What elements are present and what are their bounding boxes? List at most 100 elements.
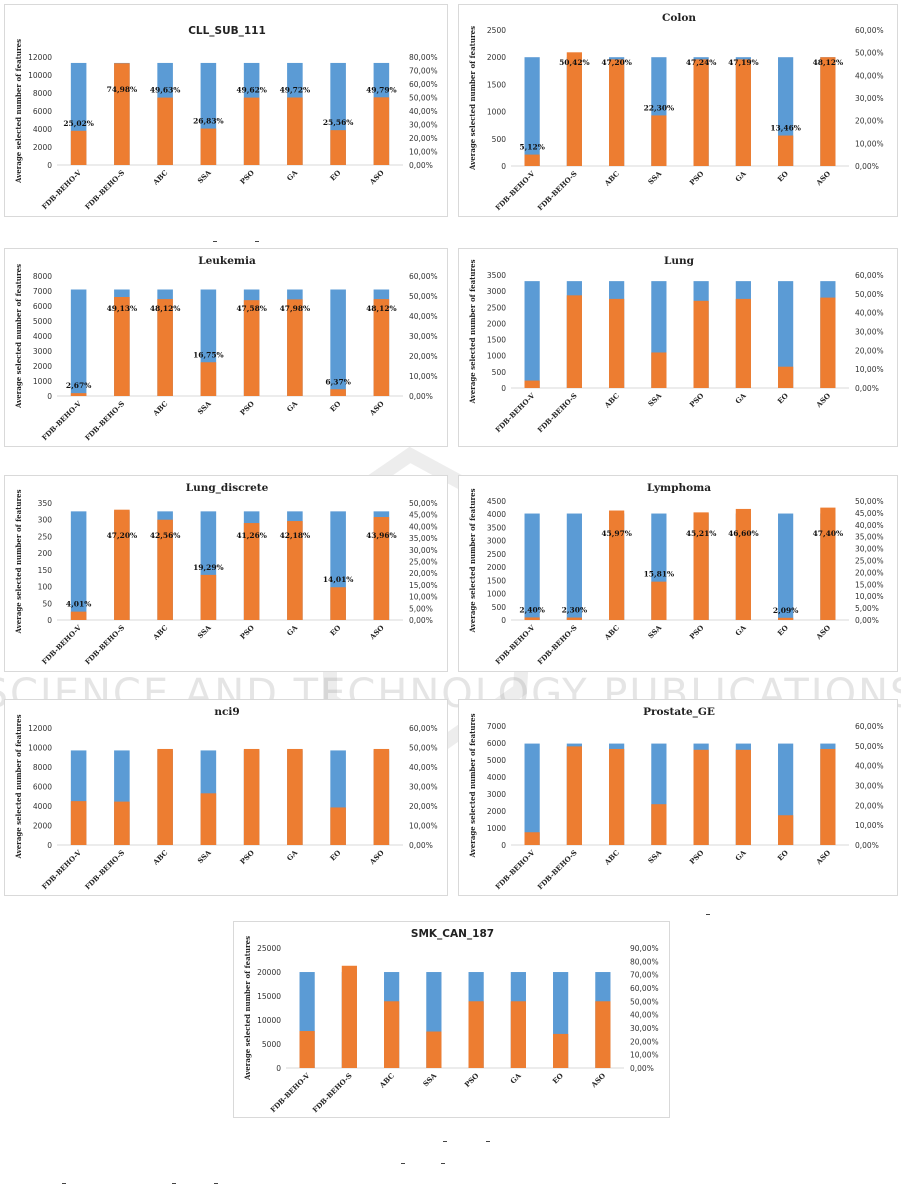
x-category-label: PSO: [463, 1071, 481, 1089]
y-tick-label: 20000: [257, 968, 281, 977]
y-tick-label: 0: [501, 384, 506, 393]
x-category-label: ASO: [813, 169, 832, 188]
y-tick-label: 12000: [28, 724, 52, 733]
data-label: 45,21%: [686, 529, 717, 538]
y2-tick-label: 0,00%: [409, 841, 433, 850]
bar-selected: [735, 508, 751, 620]
bar-selected: [330, 130, 346, 165]
x-category-label: ABC: [150, 848, 169, 867]
bar-selected: [651, 804, 667, 845]
y2-tick-label: 40,00%: [409, 763, 438, 772]
y2-tick-label: 0,00%: [855, 616, 879, 625]
y-tick-label: 3000: [487, 537, 506, 546]
x-category-label: ASO: [813, 391, 832, 410]
x-category-label: EO: [776, 391, 790, 405]
y-tick-label: 4500: [487, 497, 506, 506]
data-label: 47,20%: [107, 531, 138, 540]
x-category-label: GA: [733, 391, 748, 406]
x-category-label: ABC: [602, 623, 621, 642]
y2-tick-label: 60,00%: [409, 724, 438, 733]
data-label: 47,19%: [728, 58, 759, 67]
x-category-label: FDB-BEHO-S: [83, 399, 126, 442]
x-category-label: FDB-BEHO-S: [83, 168, 126, 211]
bar-selected: [609, 59, 625, 166]
bar-selected: [243, 523, 260, 620]
x-category-label: ASO: [367, 848, 386, 867]
bar-selected: [373, 748, 390, 845]
bar-total: [566, 513, 582, 620]
y-tick-label: 6000: [33, 302, 52, 311]
y2-tick-label: 70,00%: [409, 67, 438, 76]
x-category-label: FDB-BEHO-S: [83, 623, 126, 666]
x-category-label: GA: [508, 1071, 523, 1086]
data-label: 15,81%: [644, 570, 675, 579]
y2-tick-label: 50,00%: [409, 292, 438, 301]
data-label: 49,72%: [280, 86, 311, 95]
y2-tick-label: 35,00%: [855, 533, 884, 542]
y-tick-label: 0: [47, 616, 52, 625]
y-tick-label: 8000: [33, 763, 52, 772]
y2-tick-label: 60,00%: [855, 722, 884, 731]
chart-svg: SMK_CAN_187 0 5000 10000 15000 20000 25000 0,00…: [243, 928, 659, 1114]
y-tick-label: 8000: [33, 272, 52, 281]
bar-selected: [200, 574, 217, 620]
y2-tick-label: 20,00%: [855, 346, 884, 355]
y2-tick-label: 25,00%: [855, 557, 884, 566]
data-label: 49,13%: [107, 304, 138, 313]
bar-selected: [200, 362, 217, 396]
x-category-label: ASO: [367, 399, 386, 418]
y2-tick-label: 10,00%: [855, 365, 884, 374]
y2-tick-label: 20,00%: [409, 802, 438, 811]
x-category-label: EO: [328, 623, 342, 637]
data-label: 47,58%: [236, 304, 267, 313]
data-label: 2,40%: [519, 605, 544, 614]
data-label: 13,46%: [770, 124, 801, 133]
bar-selected: [243, 748, 260, 845]
bar-selected: [609, 510, 625, 620]
x-category-label: FDB-BEHO-S: [536, 848, 579, 891]
chart-title: nci9: [214, 706, 239, 718]
chart-panel: Lymphoma 0 500 1000 1500 2000 2500 3000 3500 4000…: [458, 475, 898, 672]
y-tick-label: 10000: [28, 71, 52, 80]
bar-selected: [693, 512, 709, 620]
y2-tick-label: 20,00%: [409, 134, 438, 143]
y-tick-label: 4000: [487, 773, 506, 782]
y-tick-label: 0: [501, 841, 506, 850]
bar-selected: [426, 1031, 442, 1068]
data-label: 47,24%: [686, 58, 717, 67]
y2-tick-label: 0,00%: [409, 616, 433, 625]
bar-selected: [609, 298, 625, 388]
y2-tick-label: 40,00%: [409, 522, 438, 531]
bar-selected: [735, 298, 751, 388]
x-category-label: SSA: [646, 848, 664, 866]
y2-tick-label: 40,00%: [855, 762, 884, 771]
y2-tick-label: 20,00%: [855, 801, 884, 810]
data-label: 19,29%: [193, 563, 224, 572]
y2-tick-label: 50,00%: [409, 744, 438, 753]
bar-selected: [200, 128, 217, 165]
y-tick-label: 1500: [487, 336, 506, 345]
bar-selected: [693, 300, 709, 388]
y-tick-label: 2000: [487, 53, 506, 62]
x-category-label: ASO: [588, 1071, 607, 1090]
bar-total: [70, 511, 87, 620]
y2-tick-label: 10,00%: [855, 139, 884, 148]
x-category-label: FDB-BEHO-V: [40, 623, 84, 667]
y-tick-label: 5000: [487, 756, 506, 765]
y-tick-label: 0: [47, 392, 52, 401]
y2-tick-label: 50,00%: [855, 742, 884, 751]
x-category-label: ABC: [602, 169, 621, 188]
y2-tick-label: 0,00%: [409, 392, 433, 401]
y-tick-label: 3000: [33, 347, 52, 356]
bar-selected: [735, 59, 751, 166]
x-category-label: PSO: [238, 848, 256, 866]
x-category-label: FDB-BEHO-S: [536, 391, 579, 434]
bar-selected: [524, 617, 540, 620]
data-label: 5,12%: [519, 143, 544, 152]
x-category-label: SSA: [646, 169, 664, 187]
chart-title: Lymphoma: [647, 482, 711, 494]
y2-tick-label: 45,00%: [409, 511, 438, 520]
y2-tick-label: 30,00%: [409, 783, 438, 792]
y-tick-label: 0: [47, 161, 52, 170]
bar-total: [524, 743, 540, 845]
